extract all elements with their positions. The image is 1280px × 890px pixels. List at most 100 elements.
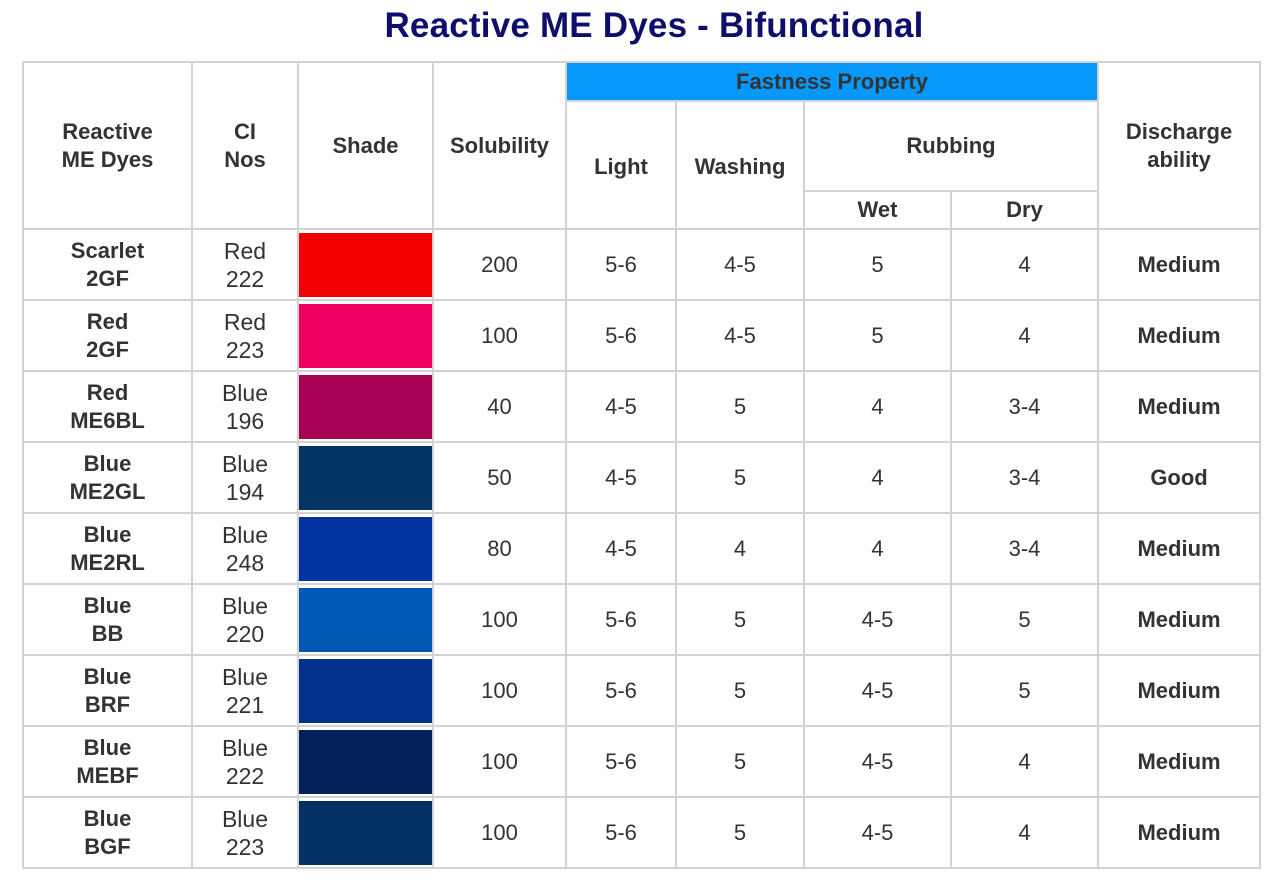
rubbing-dry-value: 3-4 (949, 441, 1100, 514)
shade-swatch (299, 232, 432, 297)
ci-number: Blue 196 (191, 370, 299, 443)
header-shade: Shade (297, 61, 434, 230)
rubbing-dry-value: 5 (949, 654, 1100, 727)
dye-name: Blue ME2RL (22, 512, 193, 585)
header-washing: Washing (675, 100, 805, 230)
rubbing-dry-value: 3-4 (949, 512, 1100, 585)
discharge-ability-value: Medium (1097, 654, 1262, 727)
ci-number: Blue 222 (191, 725, 299, 798)
shade-swatch (299, 516, 432, 581)
header-discharge-ability: Discharge ability (1097, 61, 1262, 230)
discharge-ability-value: Medium (1097, 725, 1262, 798)
shade-swatch (299, 800, 432, 865)
washing-fastness-value: 5 (675, 441, 805, 514)
rubbing-wet-value: 4 (803, 512, 952, 585)
rubbing-wet-value: 5 (803, 299, 952, 372)
shade-cell (297, 512, 434, 585)
rubbing-wet-value: 4 (803, 441, 952, 514)
table-row: Red 2GF Red 223 100 5-6 4-5 5 4 Medium (22, 299, 1262, 372)
dye-name: Red ME6BL (22, 370, 193, 443)
table-row: Blue BB Blue 220 100 5-6 5 4-5 5 Medium (22, 583, 1262, 656)
washing-fastness-value: 4-5 (675, 299, 805, 372)
shade-cell (297, 654, 434, 727)
rubbing-wet-value: 4-5 (803, 725, 952, 798)
shade-cell (297, 796, 434, 869)
dye-name: Blue BB (22, 583, 193, 656)
solubility-value: 100 (432, 796, 567, 869)
shade-swatch (299, 303, 432, 368)
shade-swatch (299, 445, 432, 510)
washing-fastness-value: 5 (675, 370, 805, 443)
rubbing-wet-value: 4-5 (803, 796, 952, 869)
shade-swatch (299, 658, 432, 723)
dye-name: Blue MEBF (22, 725, 193, 798)
discharge-ability-value: Medium (1097, 512, 1262, 585)
light-fastness-value: 5-6 (565, 725, 677, 798)
solubility-value: 100 (432, 654, 567, 727)
discharge-ability-value: Good (1097, 441, 1262, 514)
rubbing-dry-value: 4 (949, 228, 1100, 301)
light-fastness-value: 4-5 (565, 512, 677, 585)
discharge-ability-value: Medium (1097, 299, 1262, 372)
header-rubbing-dry: Dry (949, 190, 1100, 230)
rubbing-dry-value: 4 (949, 725, 1100, 798)
discharge-ability-value: Medium (1097, 370, 1262, 443)
discharge-ability-value: Medium (1097, 228, 1262, 301)
ci-number: Red 223 (191, 299, 299, 372)
dye-name: Red 2GF (22, 299, 193, 372)
light-fastness-value: 5-6 (565, 228, 677, 301)
header-solubility: Solubility (432, 61, 567, 230)
solubility-value: 50 (432, 441, 567, 514)
shade-cell (297, 583, 434, 656)
rubbing-dry-value: 4 (949, 796, 1100, 869)
table-row: Blue ME2GL Blue 194 50 4-5 5 4 3-4 Good (22, 441, 1262, 514)
table-row: Red ME6BL Blue 196 40 4-5 5 4 3-4 Medium (22, 370, 1262, 443)
solubility-value: 80 (432, 512, 567, 585)
ci-number: Blue 248 (191, 512, 299, 585)
rubbing-dry-value: 4 (949, 299, 1100, 372)
dye-name: Blue BGF (22, 796, 193, 869)
shade-swatch (299, 587, 432, 652)
shade-cell (297, 725, 434, 798)
shade-cell (297, 441, 434, 514)
dye-name: Blue ME2GL (22, 441, 193, 514)
shade-cell (297, 370, 434, 443)
header-dye: Reactive ME Dyes (22, 61, 193, 230)
solubility-value: 100 (432, 583, 567, 656)
ci-number: Red 222 (191, 228, 299, 301)
washing-fastness-value: 4 (675, 512, 805, 585)
washing-fastness-value: 5 (675, 725, 805, 798)
ci-number: Blue 194 (191, 441, 299, 514)
dyes-table: Reactive ME Dyes CI Nos Shade Solubility F… (22, 61, 1262, 869)
header-light: Light (565, 100, 677, 230)
table-row: Blue MEBF Blue 222 100 5-6 5 4-5 4 Medium (22, 725, 1262, 798)
table-row: Blue BRF Blue 221 100 5-6 5 4-5 5 Medium (22, 654, 1262, 727)
washing-fastness-value: 5 (675, 583, 805, 656)
table-row: Blue BGF Blue 223 100 5-6 5 4-5 4 Medium (22, 796, 1262, 869)
ci-number: Blue 223 (191, 796, 299, 869)
rubbing-wet-value: 5 (803, 228, 952, 301)
header-rubbing-wet: Wet (803, 190, 952, 230)
header-ci-nos: CI Nos (191, 61, 299, 230)
rubbing-wet-value: 4-5 (803, 654, 952, 727)
solubility-value: 200 (432, 228, 567, 301)
shade-swatch (299, 374, 432, 439)
light-fastness-value: 5-6 (565, 654, 677, 727)
solubility-value: 40 (432, 370, 567, 443)
washing-fastness-value: 5 (675, 796, 805, 869)
header-rubbing: Rubbing (802, 100, 1100, 192)
washing-fastness-value: 4-5 (675, 228, 805, 301)
rubbing-dry-value: 5 (949, 583, 1100, 656)
shade-cell (297, 299, 434, 372)
light-fastness-value: 4-5 (565, 441, 677, 514)
light-fastness-value: 5-6 (565, 796, 677, 869)
shade-swatch (299, 729, 432, 794)
light-fastness-value: 4-5 (565, 370, 677, 443)
shade-cell (297, 228, 434, 301)
dye-name: Blue BRF (22, 654, 193, 727)
header-fastness-property: Fastness Property (564, 61, 1100, 102)
solubility-value: 100 (432, 725, 567, 798)
light-fastness-value: 5-6 (565, 583, 677, 656)
rubbing-dry-value: 3-4 (949, 370, 1100, 443)
discharge-ability-value: Medium (1097, 796, 1262, 869)
